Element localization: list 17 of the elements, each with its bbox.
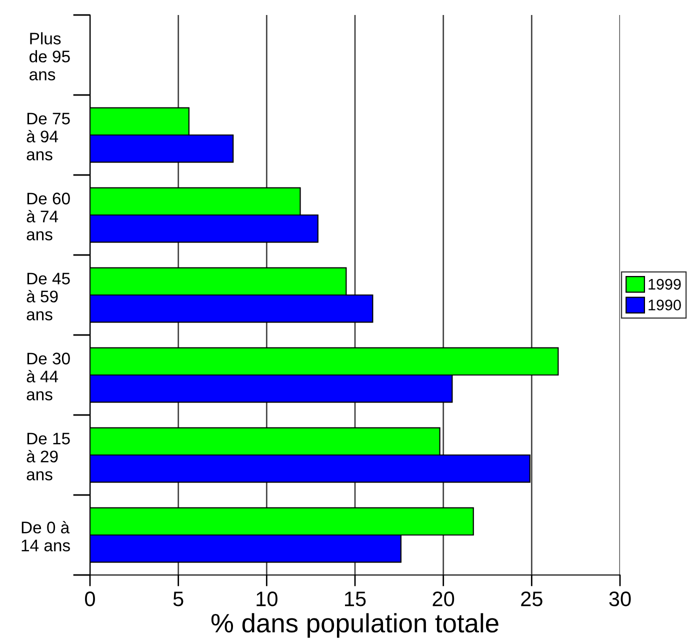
x-tick-label: 15 <box>345 592 366 606</box>
y-tick-label: De 45 à 59 ans <box>26 272 70 320</box>
legend-label: 1990 <box>648 300 681 310</box>
x-tick-label: 10 <box>256 592 278 606</box>
y-tick-label: De 75 à 94 ans <box>26 112 70 160</box>
x-axis-title: % dans population totale <box>211 613 498 638</box>
y-tick-label: De 60 à 74 ans <box>26 192 70 240</box>
x-tick-label: 25 <box>521 592 542 606</box>
x-tick-label: 20 <box>432 592 454 606</box>
y-tick-label: De 30 à 44 ans <box>26 352 70 400</box>
legend-label: 1999 <box>648 278 681 290</box>
y-tick-label: Plus de 95 ans <box>30 32 70 80</box>
x-tick-label: 30 <box>609 592 631 606</box>
x-tick-label: 0 <box>85 592 95 606</box>
x-tick-label: 5 <box>173 592 184 606</box>
y-tick-label: De 15 à 29 ans <box>26 432 70 480</box>
y-tick-label: De 0 à 14 ans <box>22 520 70 552</box>
